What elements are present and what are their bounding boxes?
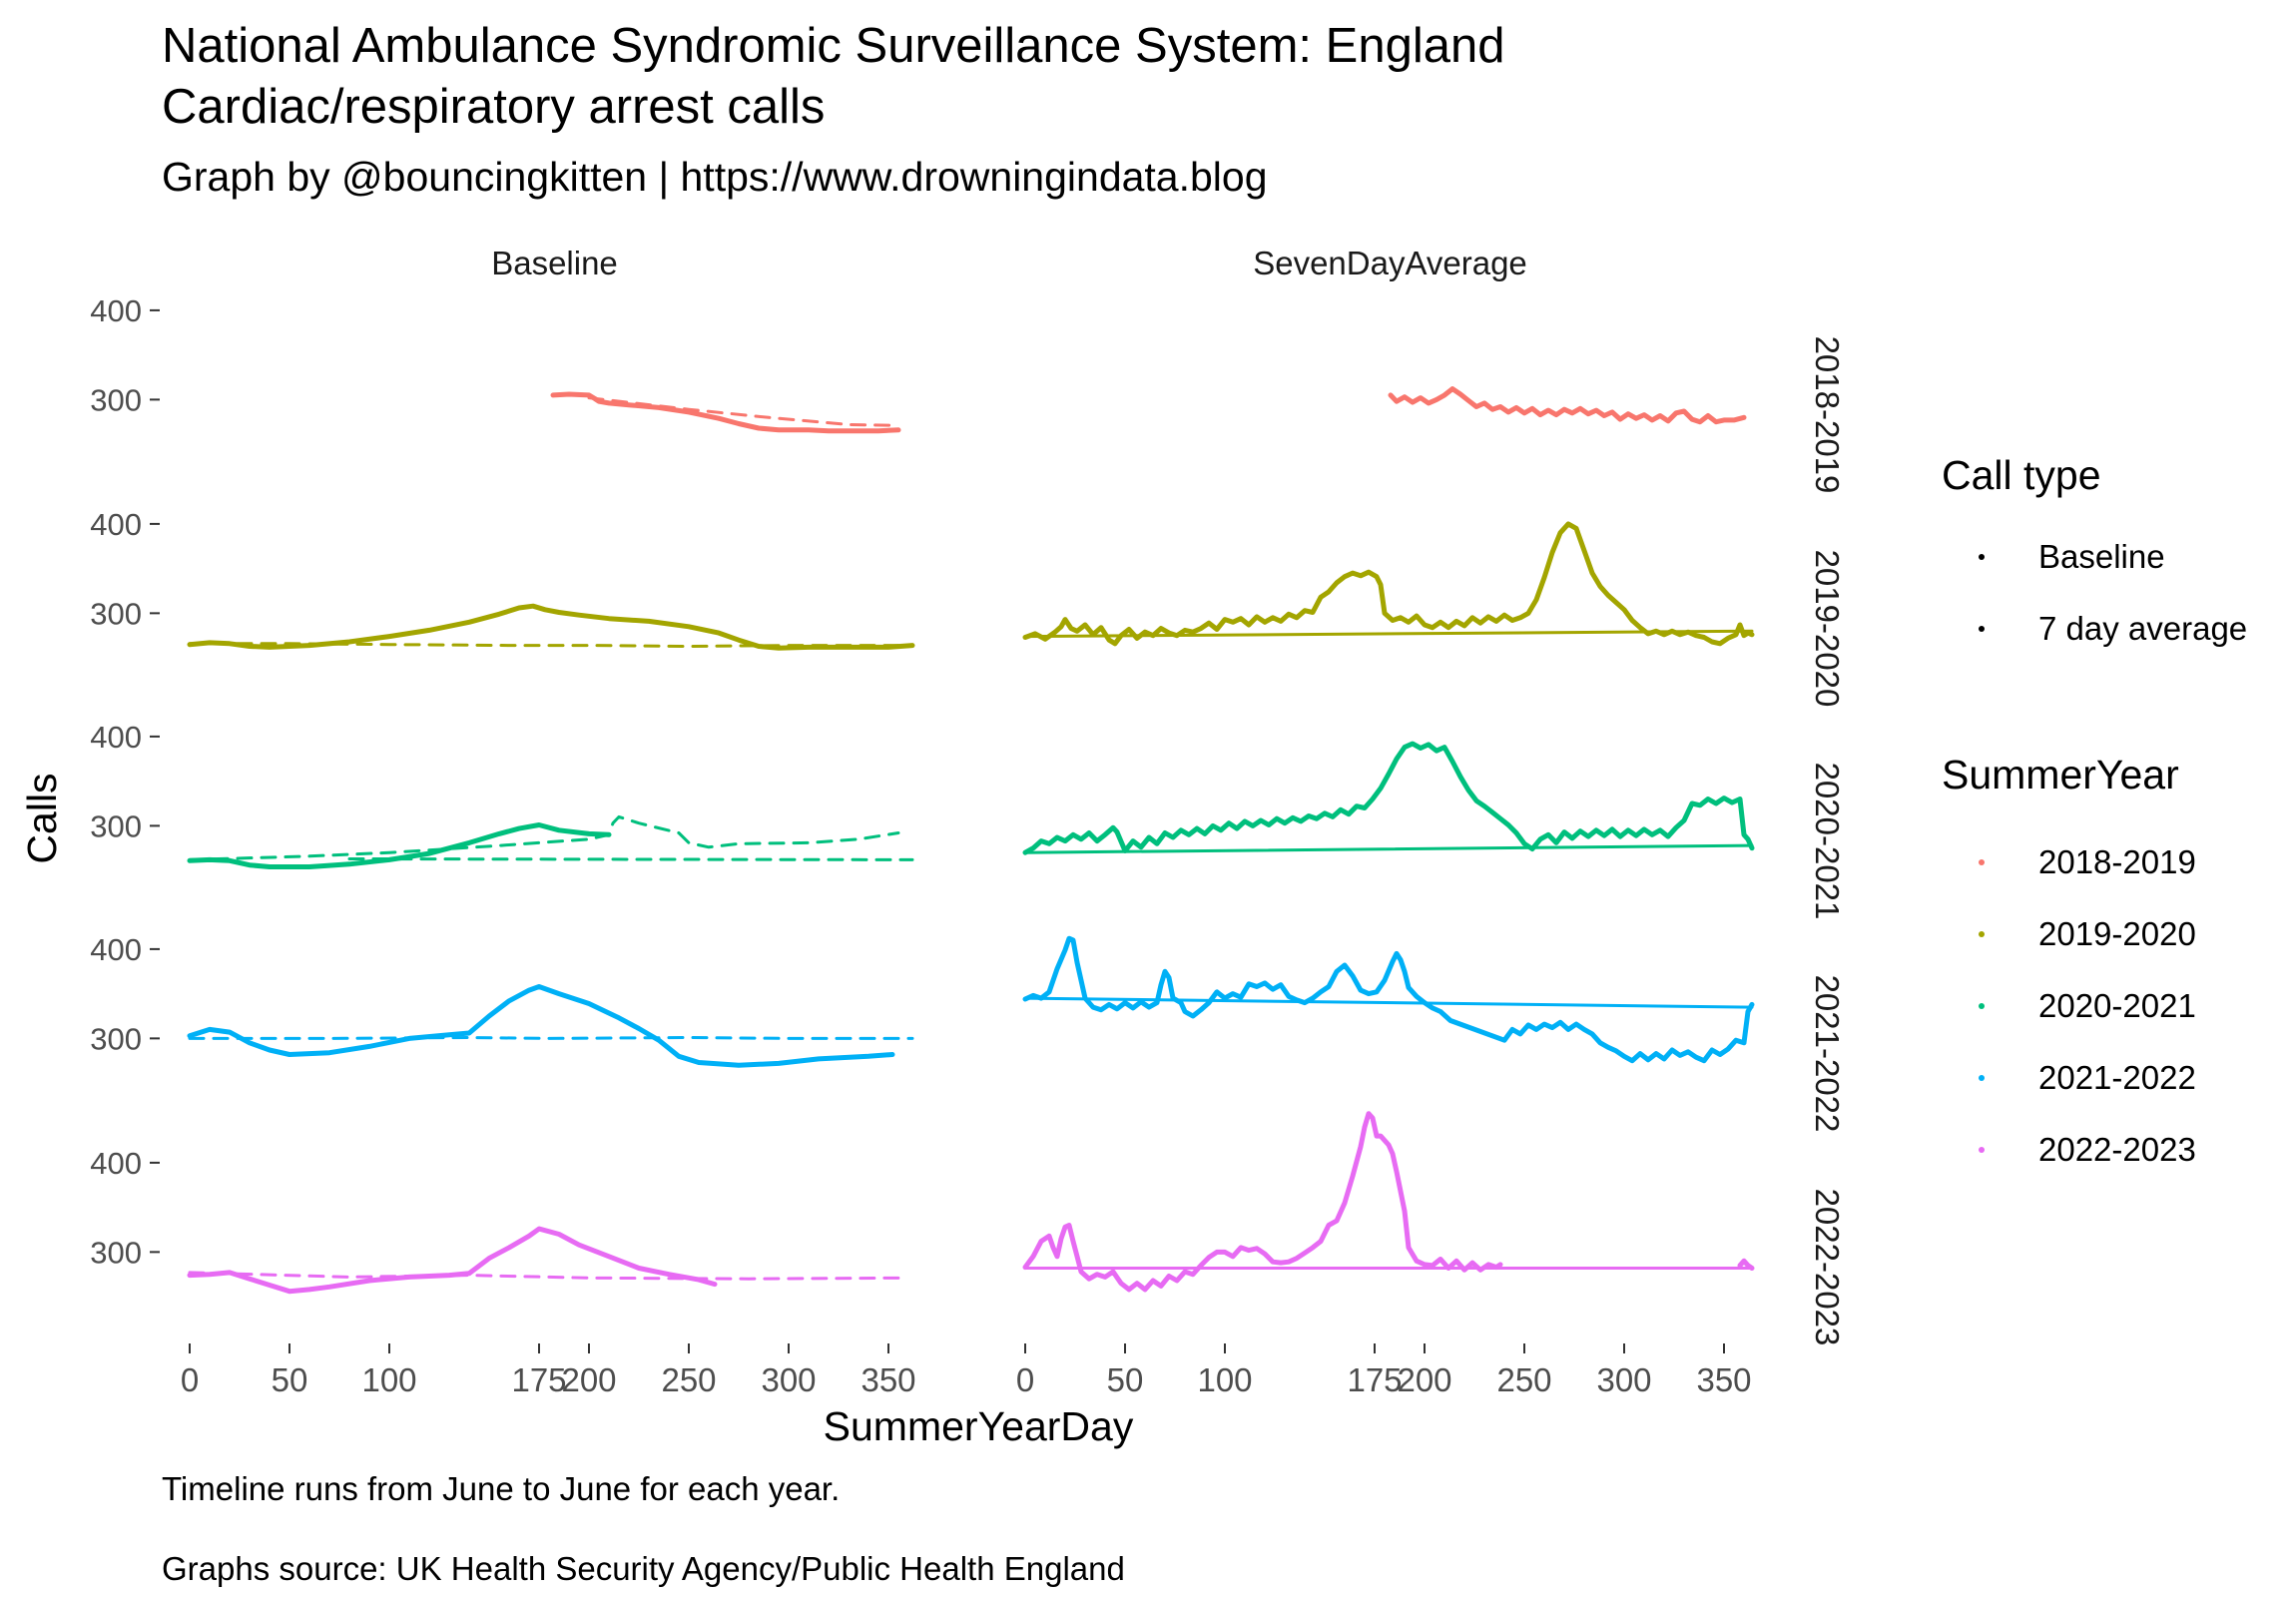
x-tick-label: 300 bbox=[1596, 1361, 1651, 1398]
legend-label-baseline: Baseline bbox=[2038, 538, 2165, 575]
chart-title-line2: Cardiac/respiratory arrest calls bbox=[162, 80, 826, 134]
series-2020-2021-baseline bbox=[187, 822, 612, 869]
legend-call-type-title: Call type bbox=[1942, 452, 2101, 498]
series-2022-2023-baseline-dashed bbox=[188, 1271, 908, 1281]
x-tick-label: 350 bbox=[861, 1361, 915, 1398]
series-2022-2023-baseline bbox=[187, 1226, 718, 1295]
chart-subtitle: Graph by @bouncingkitten | https://www.d… bbox=[162, 154, 1268, 200]
y-tick-label: 300 bbox=[90, 382, 142, 417]
legend-label-2021-2022: 2021-2022 bbox=[2038, 1059, 2196, 1096]
x-tick-label: 350 bbox=[1696, 1361, 1751, 1398]
x-tick-label: 175 bbox=[1347, 1361, 1402, 1398]
x-tick-label: 0 bbox=[181, 1361, 199, 1398]
y-tick-label: 400 bbox=[90, 1146, 142, 1181]
x-tick-label: 0 bbox=[1016, 1361, 1034, 1398]
series-2019-2020-seven-day-average bbox=[1022, 521, 1755, 647]
y-tick-label: 400 bbox=[90, 932, 142, 967]
chart-title: National Ambulance Syndromic Surveillanc… bbox=[162, 19, 1505, 73]
legend-key-2021-2022 bbox=[1979, 1075, 1985, 1081]
series-2019-2020-average-baseline bbox=[1023, 629, 1754, 639]
caption-timeline-note: Timeline runs from June to June for each… bbox=[162, 1470, 841, 1507]
series-2020-2021-baseline-dashed bbox=[188, 814, 900, 861]
legend-label-2019-2020: 2019-2020 bbox=[2038, 915, 2196, 952]
legend-key-2018-2019 bbox=[1979, 859, 1985, 865]
legend-summer-year: SummerYear 2018-2019 2019-2020 2020-2021 20… bbox=[1942, 752, 2196, 1168]
y-tick-label: 300 bbox=[90, 1235, 142, 1270]
legend-label-2020-2021: 2020-2021 bbox=[2038, 987, 2196, 1024]
legend-key-2019-2020 bbox=[1979, 931, 1985, 937]
y-tick-label: 400 bbox=[90, 293, 142, 328]
series-2020-2021-seven-day-average bbox=[1022, 741, 1755, 855]
caption-source: Graphs source: UK Health Security Agency… bbox=[162, 1550, 1125, 1587]
facet-strip-2020-2021: 2020-2021 bbox=[1809, 763, 1846, 920]
series-2021-2022-average-baseline bbox=[1023, 996, 1754, 1009]
y-tick-label: 400 bbox=[90, 720, 142, 755]
legend-key-2022-2023 bbox=[1979, 1147, 1985, 1153]
series-2021-2022-seven-day-average bbox=[1022, 935, 1755, 1064]
facet-strip-sevendayaverage: SevenDayAverage bbox=[1253, 245, 1527, 281]
x-tick-label: 200 bbox=[561, 1361, 616, 1398]
legend-key-baseline bbox=[1979, 554, 1985, 560]
facet-strip-2018-2019: 2018-2019 bbox=[1809, 336, 1846, 494]
facet-strip-2022-2023: 2022-2023 bbox=[1809, 1189, 1846, 1346]
x-tick-label: 300 bbox=[761, 1361, 816, 1398]
series-2019-2020-baseline bbox=[187, 603, 915, 651]
y-tick-label: 300 bbox=[90, 808, 142, 843]
series-2018-2019-baseline bbox=[550, 391, 901, 434]
x-tick-label: 100 bbox=[1197, 1361, 1252, 1398]
series-2020-2021-baseline-flat bbox=[347, 857, 914, 861]
series-2018-2019-seven-day-average bbox=[1388, 386, 1747, 425]
legend-label-2022-2023: 2022-2023 bbox=[2038, 1131, 2196, 1168]
x-tick-label: 200 bbox=[1397, 1361, 1451, 1398]
series-2022-2023-seven-day-average bbox=[1022, 1111, 1503, 1293]
series-2022-2023-seven-day-average-tail bbox=[1737, 1258, 1755, 1271]
x-tick-label: 175 bbox=[511, 1361, 566, 1398]
legend-call-type: Call type Baseline 7 day average bbox=[1942, 452, 2247, 647]
facet-strip-baseline: Baseline bbox=[491, 245, 618, 281]
legend-key-7-day-average bbox=[1979, 626, 1985, 632]
facet-strip-2019-2020: 2019-2020 bbox=[1809, 550, 1846, 708]
legend-summer-year-title: SummerYear bbox=[1942, 752, 2179, 798]
x-tick-label: 100 bbox=[361, 1361, 416, 1398]
y-tick-label: 400 bbox=[90, 507, 142, 542]
x-tick-label: 250 bbox=[661, 1361, 716, 1398]
x-tick-label: 50 bbox=[272, 1361, 308, 1398]
legend-label-2018-2019: 2018-2019 bbox=[2038, 843, 2196, 880]
legend-label-7-day-average: 7 day average bbox=[2038, 610, 2247, 647]
y-tick-label: 300 bbox=[90, 596, 142, 631]
series-2021-2022-baseline bbox=[187, 984, 895, 1068]
series-2021-2022-baseline-dashed bbox=[188, 1036, 914, 1040]
series-2018-2019-baseline-dashed bbox=[587, 396, 900, 427]
x-tick-label: 250 bbox=[1496, 1361, 1551, 1398]
y-tick-label: 300 bbox=[90, 1021, 142, 1056]
y-axis-title: Calls bbox=[19, 773, 65, 863]
legend-key-2020-2021 bbox=[1979, 1003, 1985, 1009]
x-axis-title: SummerYearDay bbox=[824, 1403, 1134, 1449]
x-tick-label: 50 bbox=[1107, 1361, 1144, 1398]
series-2020-2021-average-baseline bbox=[1023, 843, 1754, 854]
facet-strip-2021-2022: 2021-2022 bbox=[1809, 975, 1846, 1133]
